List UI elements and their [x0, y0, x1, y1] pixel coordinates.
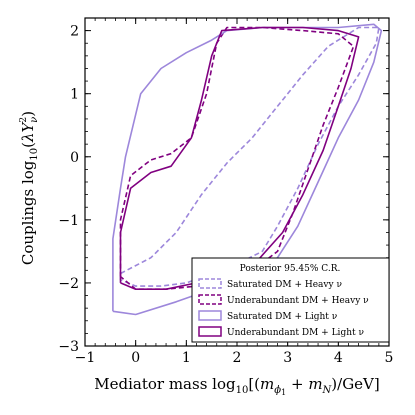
- legend-items: Saturated DM + Heavy ν Underabundant DM +…: [198, 278, 369, 338]
- y-tick-label: −2: [58, 276, 79, 292]
- legend-frame: [191, 257, 390, 343]
- legend-swatch: [198, 310, 222, 321]
- series-line-1: [119, 26, 380, 287]
- x-tick-label: 2: [233, 350, 242, 366]
- legend-label: Saturated DM + Light ν: [227, 312, 337, 322]
- legend-swatch: [198, 278, 222, 289]
- legend-swatch: [198, 326, 222, 337]
- x-tick-label: 0: [131, 350, 140, 366]
- legend-swatch: [198, 294, 222, 305]
- y-tick-label: −3: [58, 339, 79, 355]
- y-tick-label: −1: [58, 213, 79, 229]
- x-tick-label: 1: [182, 350, 191, 366]
- x-tick-label: 5: [385, 350, 394, 366]
- x-tick-label: 4: [334, 350, 343, 366]
- x-axis-label: Mediator mass log10[(mϕ1 + mN)/GeV]: [94, 375, 380, 397]
- y-tick-label: 1: [70, 87, 79, 103]
- legend-label: Underabundant DM + Heavy ν: [227, 296, 369, 306]
- y-tick-label: 0: [70, 150, 79, 166]
- y-tick-label: 2: [70, 24, 79, 40]
- x-tick-label: −1: [75, 350, 96, 366]
- series-line-4: [119, 26, 360, 290]
- series-line-2: [119, 26, 355, 290]
- axes: −1 0 1 2 3 4 5 −3 −2 −1 0 1 2: [58, 17, 394, 366]
- legend-title: Posterior 95.45% C.R.: [240, 264, 341, 274]
- legend: Posterior 95.45% C.R. Saturated DM + Hea…: [191, 257, 390, 343]
- legend-label: Saturated DM + Heavy ν: [227, 280, 342, 290]
- legend-label: Underabundant DM + Light ν: [227, 328, 364, 338]
- x-tick-label: 3: [283, 350, 292, 366]
- y-axis-label: Couplings log10(λY2ν): [19, 111, 40, 265]
